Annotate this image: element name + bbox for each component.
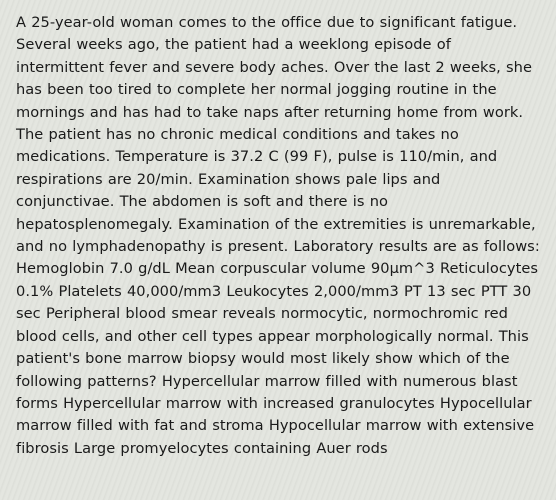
question-passage: A 25-year-old woman comes to the office …	[16, 12, 542, 460]
